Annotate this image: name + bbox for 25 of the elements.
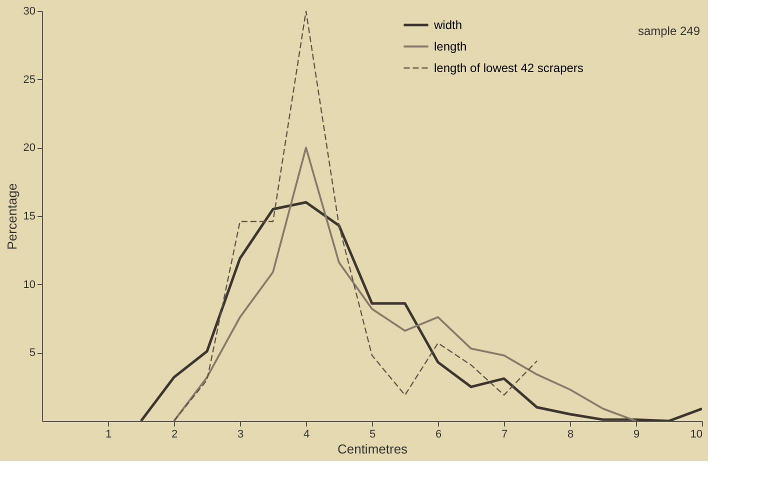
line-series: [173, 146, 637, 421]
x-tick-label: 8: [567, 428, 574, 440]
annotation: sample 249: [638, 24, 700, 38]
legend-label: length of lowest 42 scrapers: [434, 61, 584, 75]
x-tick-label: 3: [237, 428, 244, 440]
x-tick-label: 6: [435, 428, 442, 440]
y-axis-title: Percentage: [4, 183, 20, 250]
x-tick-label: 10: [690, 428, 702, 440]
y-tick-label: 30: [23, 6, 36, 18]
y-tick-label: 25: [23, 74, 36, 86]
x-tick-label: 7: [501, 428, 508, 440]
x-axis-title: Centimetres: [337, 442, 408, 456]
y-tick-label: 15: [23, 210, 36, 222]
y-tick-label: 5: [29, 347, 36, 360]
line-series: [173, 11, 538, 421]
y-tick-label: 20: [23, 142, 36, 154]
x-tick-label: 5: [369, 428, 376, 440]
x-tick-label: 1: [105, 428, 112, 440]
x-tick-label: 2: [171, 428, 178, 440]
y-tick-label: 10: [23, 278, 36, 291]
legend-label: width: [433, 18, 462, 32]
line-series: [140, 201, 702, 421]
legend-label: length: [434, 40, 467, 54]
x-tick-label: 9: [633, 428, 640, 440]
x-tick-label: 4: [303, 428, 310, 440]
